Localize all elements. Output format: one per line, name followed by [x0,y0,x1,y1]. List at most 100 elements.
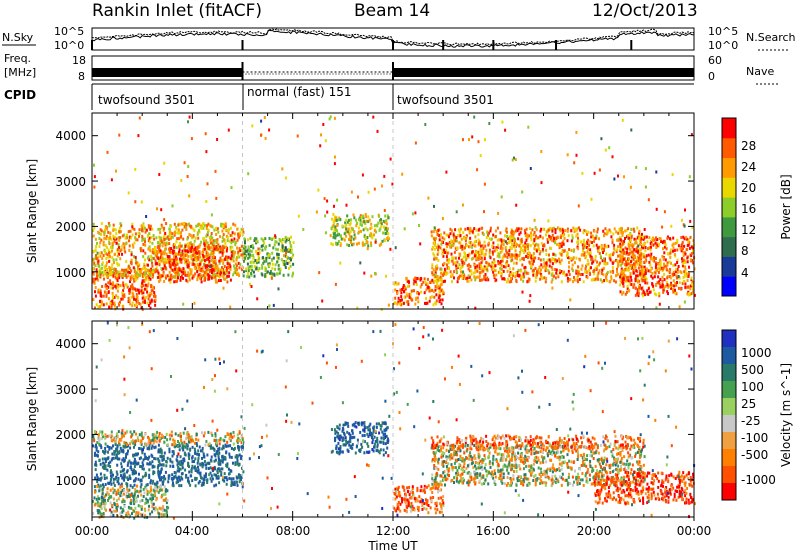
power-echo [250,264,253,268]
power-echo [136,261,139,265]
power-echo [594,255,597,258]
power-echo [613,177,616,181]
power-echo [672,242,675,246]
power-echo [238,266,241,270]
power-echo [500,242,503,246]
velocity-echo [230,447,233,450]
velocity-echo [147,457,150,461]
power-echo [584,267,587,271]
power-echo [147,294,150,297]
power-echo [110,270,113,274]
power-echo [572,256,575,260]
velocity-echo [181,477,184,481]
velocity-echo [167,480,170,484]
power-echo [569,256,572,260]
power-echo [213,245,216,249]
power-echo [664,284,667,288]
power-echo [283,263,286,267]
power-echo [212,242,215,245]
power-echo [364,221,367,225]
power-echo [334,236,337,240]
power-echo [213,261,216,265]
power-echo [655,170,658,174]
power-echo [663,272,666,276]
power-echo [108,265,111,269]
power-echo [233,271,236,275]
power-echo [567,269,570,273]
noise-right-tick-top: 10^5 [708,25,738,38]
power-echo [139,249,142,253]
power-echo [603,232,606,236]
power-echo [346,214,349,218]
velocity-echo [238,430,241,433]
power-echo [154,303,157,307]
power-echo [483,255,486,259]
power-echo [401,288,403,291]
power-echo [202,226,205,230]
power-echo [641,243,644,247]
power-echo [318,271,321,275]
power-echo [661,275,664,279]
velocity-echo [178,484,181,488]
power-echo [287,273,290,277]
power-echo [403,290,406,294]
power-echo [348,244,351,247]
power-echo [560,270,563,273]
power-echo [204,276,207,280]
power-echo [281,242,284,246]
power-echo [188,275,191,279]
power-echo [173,255,175,259]
power-echo [616,259,619,263]
power-echo [261,263,264,267]
power-echo [617,261,620,265]
power-echo [231,231,234,235]
power-echo [530,265,533,269]
power-echo [334,282,337,286]
velocity-echo [158,462,161,466]
velocity-echo [126,463,129,467]
power-echo [118,238,121,242]
power-echo [435,276,438,280]
power-echo [643,271,646,274]
power-echo [137,264,140,268]
power-echo [416,277,419,281]
power-echo [93,163,95,167]
power-echo [633,283,636,287]
power-echo [252,246,255,250]
power-echo [634,239,637,243]
power-echo [187,120,189,124]
velocity-echo [181,466,184,470]
power-echo [431,247,434,251]
power-echo [143,262,146,266]
velocity-echo [158,475,161,479]
power-echo [550,258,553,262]
power-echo [99,270,101,274]
power-echo [505,280,508,284]
power-echo [521,190,524,194]
power-echo [612,251,615,255]
power-echo [676,270,679,274]
power-echo [263,241,266,245]
power-echo [331,243,334,247]
power-echo [276,272,279,276]
power-echo [231,245,234,249]
power-echo [119,300,121,304]
power-echo [180,244,183,248]
velocity-echo [232,461,234,465]
power-echo [616,248,619,252]
power-echo [666,283,669,287]
power-echo [500,274,503,278]
velocity-echo [146,456,148,460]
power-echo [500,195,503,199]
power-echo [268,262,271,266]
power-echo [332,212,335,216]
power-echo [352,237,355,241]
power-echo [95,268,98,272]
power-echo [199,224,202,228]
power-echo [423,277,426,281]
power-echo [176,279,178,283]
power-echo [651,257,654,260]
power-echo [159,242,162,246]
power-echo [106,227,109,231]
power-echo [407,279,410,283]
